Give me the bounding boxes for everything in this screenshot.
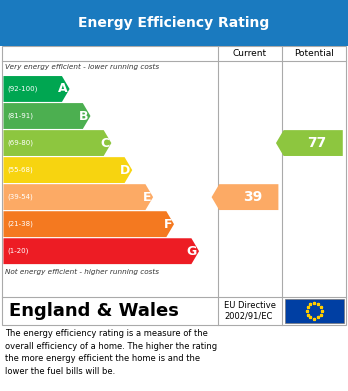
Text: 39: 39 bbox=[243, 190, 262, 204]
Text: 2002/91/EC: 2002/91/EC bbox=[224, 311, 273, 321]
Text: (81-91): (81-91) bbox=[8, 113, 34, 119]
Bar bbox=[0, 0, 348, 46]
Text: Potential: Potential bbox=[294, 49, 334, 58]
Text: A: A bbox=[58, 83, 68, 95]
Text: G: G bbox=[187, 245, 197, 258]
Text: (55-68): (55-68) bbox=[8, 167, 33, 173]
Text: D: D bbox=[120, 163, 130, 177]
Polygon shape bbox=[212, 184, 278, 210]
Text: (1-20): (1-20) bbox=[8, 248, 29, 255]
Polygon shape bbox=[3, 76, 70, 102]
Text: (21-38): (21-38) bbox=[8, 221, 33, 228]
Polygon shape bbox=[3, 103, 90, 129]
Text: 77: 77 bbox=[307, 136, 326, 150]
Text: (69-80): (69-80) bbox=[8, 140, 34, 146]
Text: C: C bbox=[100, 136, 109, 149]
Text: The energy efficiency rating is a measure of the
overall efficiency of a home. T: The energy efficiency rating is a measur… bbox=[5, 329, 218, 376]
Text: (92-100): (92-100) bbox=[8, 86, 38, 92]
Bar bbox=[2, 46, 346, 325]
Text: England & Wales: England & Wales bbox=[9, 302, 179, 320]
Text: Very energy efficient - lower running costs: Very energy efficient - lower running co… bbox=[5, 64, 159, 70]
Text: B: B bbox=[79, 109, 88, 122]
Text: Energy Efficiency Rating: Energy Efficiency Rating bbox=[78, 16, 270, 30]
Text: EU Directive: EU Directive bbox=[224, 301, 276, 310]
Polygon shape bbox=[3, 211, 174, 237]
Polygon shape bbox=[3, 157, 132, 183]
Polygon shape bbox=[3, 130, 111, 156]
Text: (39-54): (39-54) bbox=[8, 194, 33, 200]
Polygon shape bbox=[3, 238, 199, 264]
Polygon shape bbox=[276, 130, 343, 156]
Text: Not energy efficient - higher running costs: Not energy efficient - higher running co… bbox=[5, 269, 159, 275]
Text: Current: Current bbox=[232, 49, 267, 58]
Bar bbox=[285, 299, 344, 323]
Text: F: F bbox=[164, 218, 172, 231]
Polygon shape bbox=[3, 184, 153, 210]
Text: E: E bbox=[143, 191, 151, 204]
